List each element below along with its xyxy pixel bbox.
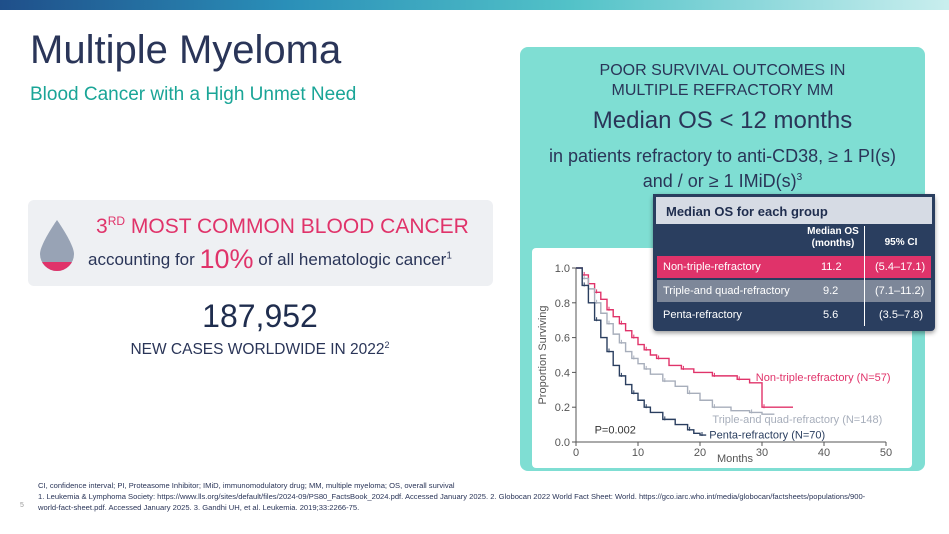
slide-title: Multiple Myeloma <box>30 28 342 72</box>
os-row-ci: (7.1–11.2) <box>875 285 925 297</box>
x-tick-label: 0 <box>573 447 579 459</box>
panel-detail-ref: 3 <box>796 172 803 183</box>
os-row-ci: (3.5–7.8) <box>879 309 924 321</box>
series-label: Non-triple-refractory (N=57) <box>756 372 891 384</box>
x-tick-label: 50 <box>880 447 892 459</box>
accounting-ref: 1 <box>446 250 452 262</box>
os-table-divider <box>864 226 865 326</box>
new-cases-label: NEW CASES WORLDWIDE IN 20222 <box>0 340 520 359</box>
x-tick-label: 30 <box>756 447 768 459</box>
rank-number: 3 <box>96 215 108 238</box>
series-label: Penta-refractory (N=70) <box>709 430 825 442</box>
footer-refs-line2: world-fact-sheet.pdf. Accessed January 2… <box>38 503 360 512</box>
p-value-annotation: P=0.002 <box>595 424 636 436</box>
os-row-median: 11.2 <box>821 261 842 273</box>
panel-detail-line2: and / or ≥ 1 IMiD(s) <box>642 171 797 191</box>
os-table-row: Triple-and quad-refractory 9.2 (7.1–11.2… <box>657 280 931 302</box>
km-curve-2 <box>576 267 707 436</box>
accounting-text: accounting for 10% of all hematologic ca… <box>88 244 452 275</box>
os-row-group: Non-triple-refractory <box>663 261 761 273</box>
panel-heading-line1: POOR SURVIVAL OUTCOMES IN <box>599 62 846 79</box>
footer-notes: CI, confidence interval; PI, Proteasome … <box>38 480 928 513</box>
y-tick-label: 0.8 <box>555 298 570 310</box>
percent-value: 10% <box>199 244 254 274</box>
footer-refs-line1: 1. Leukemia & Lymphoma Society: https://… <box>38 492 866 501</box>
os-row-ci: (5.4–17.1) <box>875 261 926 273</box>
stat-box: 3RD MOST COMMON BLOOD CANCER accounting … <box>28 200 493 286</box>
rank-text: 3RD MOST COMMON BLOOD CANCER <box>96 214 469 239</box>
panel-heading: POOR SURVIVAL OUTCOMES IN MULTIPLE REFRA… <box>520 61 925 101</box>
panel-detail: in patients refractory to anti-CD38, ≥ 1… <box>520 145 925 192</box>
panel-headline: Median OS < 12 months <box>592 107 853 134</box>
os-col-median-line2: (months) <box>811 238 855 249</box>
new-cases-text: NEW CASES WORLDWIDE IN 2022 <box>130 341 385 359</box>
new-cases-ref: 2 <box>384 340 390 350</box>
panel-heading-line2: MULTIPLE REFRACTORY MM <box>611 82 834 99</box>
y-tick-label: 0.2 <box>555 402 570 414</box>
blood-drop-icon <box>40 220 74 271</box>
accounting-prefix: accounting for <box>88 250 200 269</box>
y-tick-label: 0.0 <box>555 437 570 449</box>
top-gradient-bar <box>0 0 949 10</box>
page-number: 5 <box>20 502 24 509</box>
os-table-row: Non-triple-refractory 11.2 (5.4–17.1) <box>657 256 931 278</box>
y-tick-label: 0.4 <box>555 367 570 379</box>
accounting-suffix: of all hematologic cancer <box>253 250 447 269</box>
panel-detail-line1: in patients refractory to anti-CD38, ≥ 1… <box>548 146 896 166</box>
footer-abbreviations: CI, confidence interval; PI, Proteasome … <box>38 481 455 490</box>
rank-label: MOST COMMON BLOOD CANCER <box>125 215 469 238</box>
os-row-group: Triple-and quad-refractory <box>663 285 790 297</box>
os-col-median-header: Median OS (months) <box>793 226 873 250</box>
km-curve-1 <box>576 267 775 415</box>
os-row-median: 5.6 <box>823 309 839 321</box>
x-tick-label: 40 <box>818 447 830 459</box>
os-table-title: Median OS for each group <box>653 194 935 224</box>
median-os-table: Median OS for each group Median OS (mont… <box>653 194 935 331</box>
os-col-median-line1: Median OS <box>807 226 859 237</box>
x-tick-label: 20 <box>694 447 706 459</box>
y-tick-label: 1.0 <box>555 263 570 275</box>
y-axis-label: Proportion Surviving <box>537 305 549 404</box>
series-label: Triple-and quad-refractory (N=148) <box>712 414 882 426</box>
x-axis-label: Months <box>717 453 754 465</box>
km-survival-chart: 0.0 0.2 0.4 0.6 0.8 1.0 0 10 20 30 40 50 Months Propo… <box>537 263 892 465</box>
x-tick-label: 10 <box>632 447 644 459</box>
os-col-ci-header: 95% CI <box>884 237 918 248</box>
os-row-group: Penta-refractory <box>663 309 742 321</box>
rank-suffix: RD <box>107 214 126 228</box>
os-row-median: 9.2 <box>823 285 839 297</box>
new-cases-number: 187,952 <box>202 298 318 334</box>
slide-subtitle: Blood Cancer with a High Unmet Need <box>30 84 357 105</box>
os-table-row: Penta-refractory 5.6 (3.5–7.8) <box>657 304 931 326</box>
y-tick-label: 0.6 <box>555 333 570 345</box>
km-curve-0 <box>576 267 793 408</box>
